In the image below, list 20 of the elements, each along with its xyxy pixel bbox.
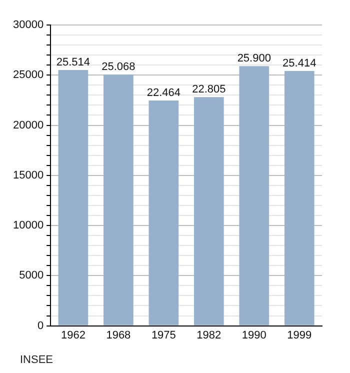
data-label: 22.464 [146,87,181,100]
y-tick-label: 20000 [12,119,44,132]
data-label: 25.068 [102,60,136,73]
x-tick-label: 1990 [242,329,266,342]
y-tick-label: 10000 [12,220,44,232]
x-tick-label: 1982 [196,329,222,342]
data-label: 22.805 [192,84,226,96]
data-label: 25.514 [56,56,90,69]
y-tick-label: 5000 [19,270,44,282]
x-tick-label: 1968 [106,329,131,342]
data-label: 25.900 [237,52,271,65]
y-tick-label: 25000 [12,69,44,82]
text: INSEE [20,354,54,366]
y-tick-label: 30000 [12,19,44,32]
x-tick-label: 1975 [151,329,176,342]
y-tick-label: 15000 [12,169,44,182]
x-tick-label: 1962 [60,329,86,342]
data-label: 25.414 [282,58,316,70]
y-tick-label: 0 [37,320,44,332]
x-tick-label: 1999 [287,329,312,342]
